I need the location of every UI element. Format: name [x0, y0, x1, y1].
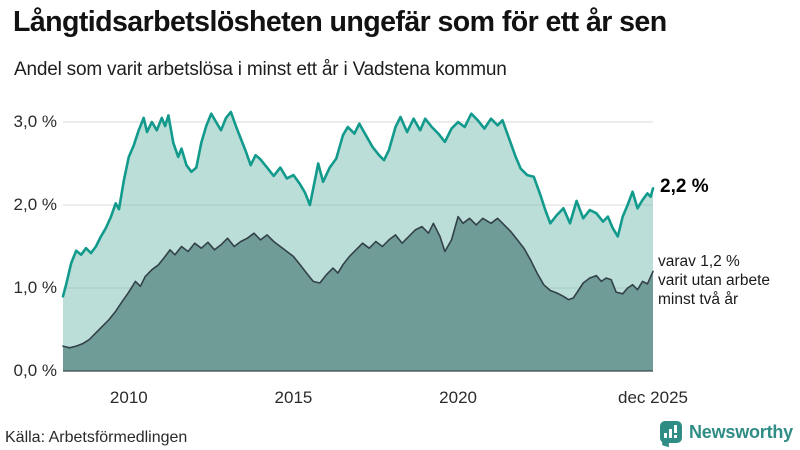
secondary-series-annotation: varav 1,2 % varit utan arbete minst två … — [658, 252, 770, 309]
annotation-line-2: varit utan arbete — [658, 272, 771, 289]
bar-chart-speech-bubble-icon — [659, 421, 682, 443]
page-title: Långtidsarbetslösheten ungefär som för e… — [13, 6, 667, 38]
chart-subtitle: Andel som varit arbetslösa i minst ett å… — [14, 59, 507, 80]
logo-exclamation-dot — [673, 435, 677, 438]
newsworthy-logo: Newsworthy — [659, 421, 793, 443]
y-axis-label-2: 2,0 % — [13, 195, 57, 214]
x-axis-label-2010: 2010 — [109, 388, 148, 407]
annotation-line-3: minst två år — [658, 291, 739, 308]
logo-exclamation-bar — [673, 425, 677, 433]
logo-bar-small — [663, 433, 667, 438]
x-axis-label-2020: 2020 — [439, 388, 477, 407]
y-axis-label-1: 1,0 % — [13, 278, 57, 297]
brand-name: Newsworthy — [688, 421, 793, 442]
y-axis-label-0: 0,0 % — [13, 361, 57, 380]
source-credit: Källa: Arbetsförmedlingen — [5, 429, 188, 446]
x-axis-label-2015: 2015 — [274, 388, 313, 407]
y-axis-label-3: 3,0 % — [13, 112, 57, 131]
annotation-line-1: varav 1,2 % — [658, 253, 740, 270]
latest-value-annotation: 2,2 % — [660, 176, 709, 198]
x-axis-label-dec-2025: dec 2025 — [618, 388, 688, 407]
logo-bar-medium — [668, 429, 672, 438]
